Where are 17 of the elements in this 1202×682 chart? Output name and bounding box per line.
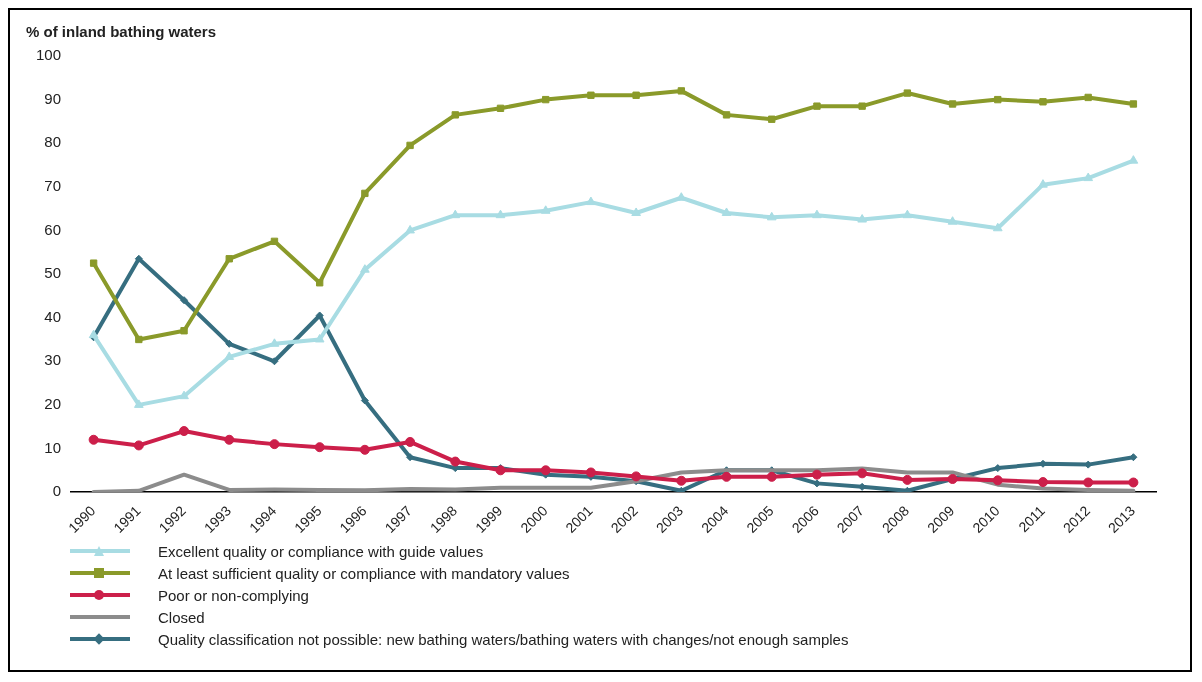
legend-label: Closed (158, 608, 205, 626)
y-axis-title: % of inland bathing waters (26, 23, 217, 41)
y-tick-label: 100 (36, 46, 62, 64)
y-tick-label: 40 (44, 307, 62, 325)
y-tick-label: 70 (44, 176, 62, 194)
legend-label: Excellent quality or compliance with guide values (158, 542, 484, 560)
legend-label: At least sufficient quality or compliance with mandatory values (158, 564, 570, 582)
y-tick-label: 0 (52, 482, 62, 500)
y-tick-label: 60 (44, 220, 62, 238)
y-tick-label: 50 (44, 264, 62, 282)
y-tick-label: 10 (44, 438, 62, 456)
y-tick-label: 80 (44, 133, 62, 151)
legend-label: Quality classification not possible: new bathing waters/bathing waters with changes/not enough samples (158, 630, 849, 648)
y-tick-label: 30 (44, 351, 62, 369)
legend-label: Poor or non-complying (158, 586, 309, 604)
y-tick-label: 90 (44, 89, 62, 107)
y-tick-label: 20 (44, 395, 62, 413)
